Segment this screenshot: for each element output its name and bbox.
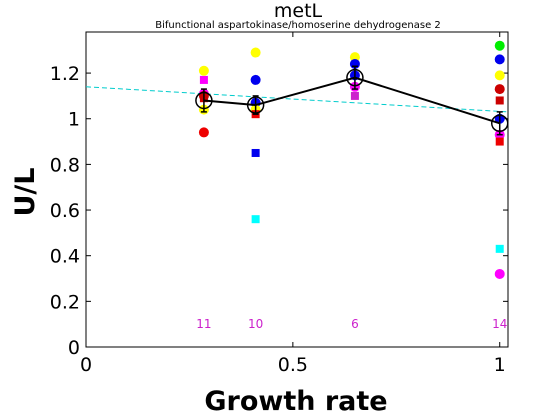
y-tick-label: 0.2 <box>50 291 80 313</box>
data-point-circle <box>250 74 261 85</box>
trend-line <box>85 86 509 113</box>
y-tick-label: 1 <box>68 109 80 131</box>
chart-title: metL <box>274 0 323 22</box>
data-point-square <box>199 75 208 84</box>
x-tick-label: 0 <box>80 354 92 376</box>
data-point-circle <box>198 127 209 138</box>
axes-frame <box>85 31 509 348</box>
mean-point <box>490 114 509 133</box>
y-tick-label: 0 <box>68 337 80 359</box>
data-point-circle <box>250 47 261 58</box>
data-point-circle <box>494 54 505 65</box>
mean-point <box>346 68 364 87</box>
mean-point <box>195 91 213 110</box>
data-point-circle <box>494 40 505 51</box>
data-point-circle <box>349 52 360 63</box>
sample-count-label: 6 <box>351 317 359 331</box>
data-point-square <box>495 96 504 105</box>
data-point-circle <box>494 84 505 95</box>
x-tick-label: 1 <box>494 354 506 376</box>
data-point-square <box>251 215 260 224</box>
y-axis-label: U/L <box>10 168 41 217</box>
sample-count-label: 11 <box>196 317 211 331</box>
data-point-circle <box>198 65 209 76</box>
sample-count-label: 10 <box>248 317 263 331</box>
data-point-square <box>495 137 504 146</box>
sample-count-label: 14 <box>492 317 507 331</box>
y-tick-label: 0.8 <box>50 154 80 176</box>
y-tick-label: 1.2 <box>50 63 80 85</box>
x-axis-label: Growth rate <box>204 386 387 417</box>
data-point-circle <box>494 268 505 279</box>
y-tick-label: 0.6 <box>50 200 80 222</box>
data-point-square <box>350 91 359 100</box>
x-tick-label: 0.5 <box>278 354 308 376</box>
data-point-circle <box>494 70 505 81</box>
mean-point <box>246 96 265 114</box>
y-tick-label: 0.4 <box>50 246 80 268</box>
plot-area: 0 0.5 100.20.40.60.811.211 10 6 14 <box>50 31 509 376</box>
chart-subtitle: Bifunctional aspartokinase/homoserine de… <box>155 20 441 31</box>
mean-line <box>203 76 501 125</box>
data-point-square <box>251 148 260 157</box>
data-point-square <box>495 244 504 253</box>
